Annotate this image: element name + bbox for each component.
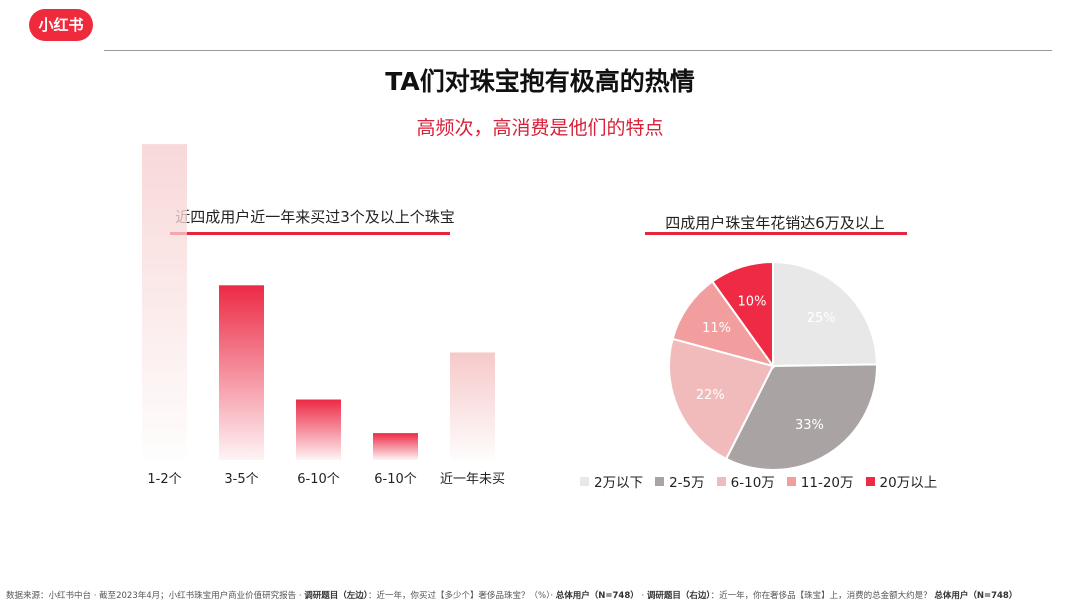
bar-3 [373, 433, 418, 460]
xiaohongshu-logo: 小红书 [29, 9, 93, 41]
legend-swatch-4 [865, 476, 875, 486]
data-source-footnote: 数据来源：小红书中台 · 截至2023年4月；小红书珠宝用户商业价值研究报告 ·… [6, 589, 1074, 601]
bar-1 [219, 285, 264, 460]
legend-item-3: 11-20万 [786, 471, 854, 491]
bar-category-label-0: 1-2个 [147, 472, 181, 487]
pie-slice-3 [671, 280, 776, 368]
bar-category-label-4: 近一年未买 [440, 472, 505, 487]
legend-swatch-0 [580, 476, 589, 486]
footer-separator: · [638, 591, 647, 601]
footer-left-question-label: 调研题目（左边） [304, 591, 369, 601]
legend-label-1: 2-5万 [669, 475, 705, 491]
bar-category-label-3: 6-10个 [374, 472, 417, 487]
pie-slice-0 [772, 260, 879, 368]
legend-label-0: 2万以下 [594, 475, 644, 491]
footer-left-question: ：近一年，你买过【多少个】奢侈品珠宝？（%）· [368, 591, 556, 601]
page-title: TA们对珠宝抱有极高的热情 [385, 67, 695, 96]
legend-item-1: 2-5万 [655, 471, 705, 491]
legend-swatch-3 [786, 476, 796, 486]
pie-chart-title: 四成用户珠宝年花销达6万及以上 [665, 214, 885, 232]
pie-chart-title-underline [645, 232, 907, 235]
pie-data-label-0: 25% [807, 311, 836, 326]
bar-category-label-2: 6-10个 [297, 472, 340, 487]
footer-right-total: 总体用户（N=748） [934, 591, 1018, 601]
legend-item-4: 20万以上 [865, 471, 938, 491]
pie-data-label-1: 33% [795, 418, 824, 433]
bar-chart-title: 近四成用户近一年来买过3个及以上个珠宝 [175, 208, 455, 226]
page-subtitle: 高频次，高消费是他们的特点 [416, 117, 664, 139]
pie-legend: 2万以下 2-5万 6-10万 11-20万 20万以上 [580, 471, 970, 491]
footer-left-total: 总体用户（N=748） [555, 591, 639, 601]
bar-2 [296, 399, 341, 460]
legend-item-2: 6-10万 [716, 471, 775, 491]
bar-chart: 1-2个 3-5个 6-10个 6-10个 近一年未买 [142, 144, 505, 487]
legend-item-0: 2万以下 [580, 471, 643, 491]
pie-slice-1 [724, 363, 878, 471]
bar-0 [142, 144, 187, 460]
legend-swatch-1 [655, 476, 665, 486]
legend-label-3: 11-20万 [800, 475, 854, 491]
pie-chart: 25% 33% 22% 11% 10% [668, 260, 879, 471]
footer-prefix: 数据来源：小红书中台 · 截至2023年4月；小红书珠宝用户商业价值研究报告 · [6, 591, 305, 601]
header-divider [104, 50, 1052, 51]
legend-swatch-2 [716, 476, 726, 486]
footer-right-question-label: 调研题目（右边） [646, 591, 711, 601]
bar-category-label-1: 3-5个 [224, 472, 258, 487]
pie-data-label-2: 22% [696, 388, 725, 403]
pie-slice-4 [710, 260, 774, 370]
pie-data-label-4: 10% [738, 295, 767, 310]
legend-label-2: 6-10万 [730, 475, 775, 491]
footer-right-question: ：近一年，你在奢侈品【珠宝】上，消费的总金额大约是？ [710, 591, 935, 601]
pie-slice-2 [668, 337, 775, 461]
legend-label-4: 20万以上 [879, 475, 938, 491]
bar-chart-title-underline [170, 232, 450, 235]
pie-data-label-3: 11% [702, 321, 731, 336]
bar-4 [450, 352, 495, 460]
